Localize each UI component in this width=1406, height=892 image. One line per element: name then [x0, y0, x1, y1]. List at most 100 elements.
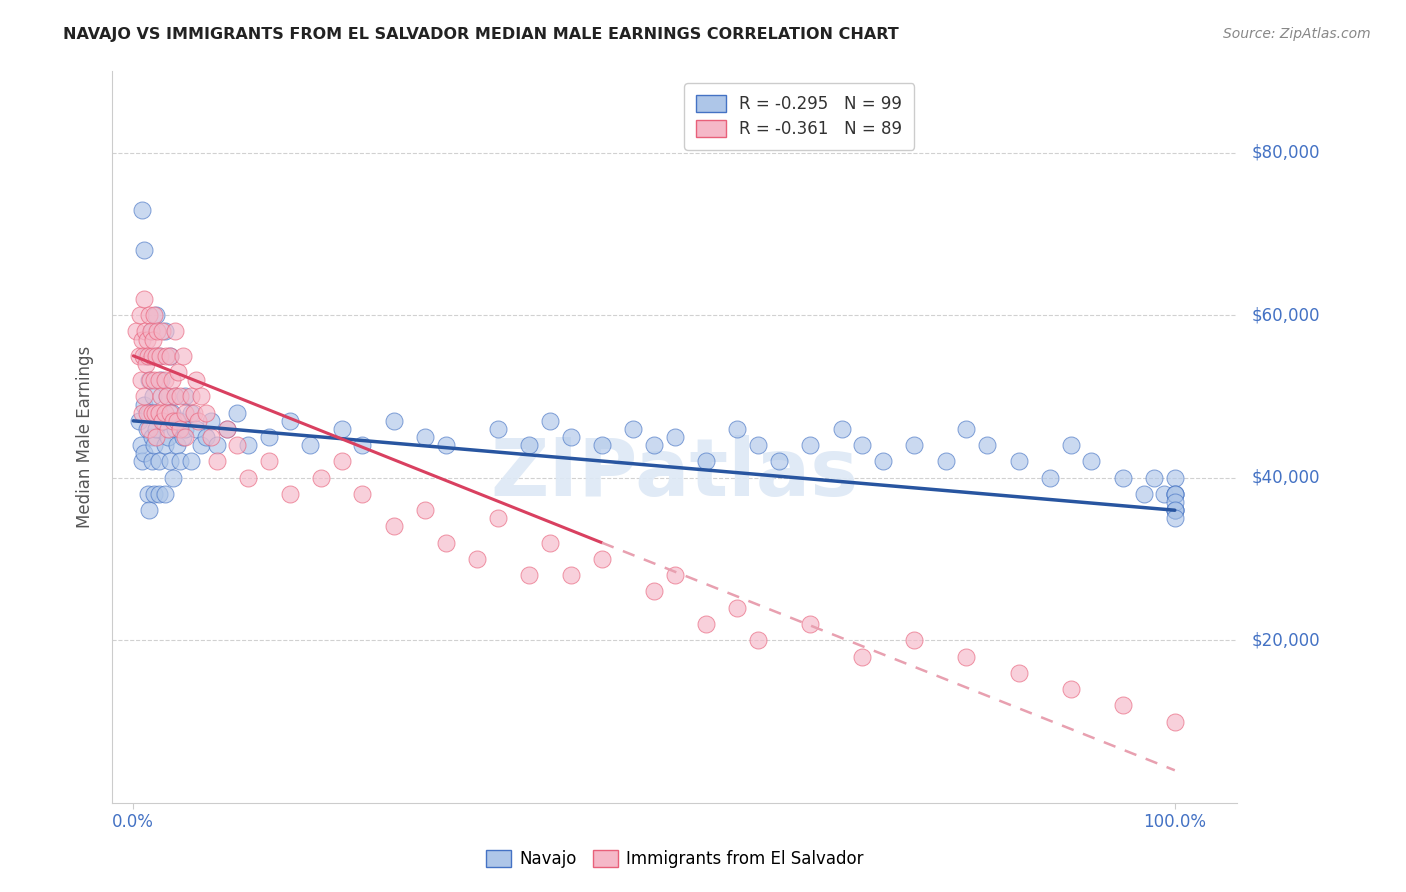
Point [872, 454, 894, 468]
Point [136, 349, 159, 363]
Point [153, 406, 176, 420]
Point [129, 373, 152, 387]
Point [768, 454, 790, 468]
Point [132, 389, 155, 403]
Point [1164, 511, 1187, 525]
Point [152, 414, 174, 428]
Point [955, 422, 977, 436]
Point [172, 430, 194, 444]
Point [146, 325, 169, 339]
Point [643, 584, 665, 599]
Point [643, 438, 665, 452]
Point [141, 406, 163, 420]
Point [903, 633, 925, 648]
Point [163, 325, 186, 339]
Point [174, 422, 197, 436]
Point [156, 389, 179, 403]
Point [195, 430, 218, 444]
Point [1164, 487, 1187, 501]
Point [156, 422, 179, 436]
Point [413, 503, 436, 517]
Point [174, 406, 197, 420]
Point [139, 325, 162, 339]
Point [138, 308, 160, 322]
Point [166, 438, 188, 452]
Point [486, 422, 509, 436]
Point [1007, 454, 1029, 468]
Point [831, 422, 853, 436]
Point [159, 406, 181, 420]
Point [162, 471, 184, 485]
Point [155, 349, 177, 363]
Point [517, 568, 540, 582]
Point [148, 487, 170, 501]
Point [1112, 698, 1135, 713]
Point [132, 398, 155, 412]
Point [486, 511, 509, 525]
Point [851, 438, 873, 452]
Point [180, 406, 202, 420]
Point [148, 406, 170, 420]
Point [257, 454, 280, 468]
Text: $20,000: $20,000 [1251, 632, 1320, 649]
Point [153, 373, 176, 387]
Point [142, 389, 165, 403]
Point [725, 600, 748, 615]
Point [190, 389, 212, 403]
Point [309, 471, 332, 485]
Point [695, 454, 717, 468]
Point [190, 438, 212, 452]
Text: $40,000: $40,000 [1251, 468, 1320, 487]
Point [747, 438, 769, 452]
Point [132, 446, 155, 460]
Point [169, 389, 191, 403]
Point [1059, 438, 1081, 452]
Point [1080, 454, 1102, 468]
Point [747, 633, 769, 648]
Point [180, 389, 202, 403]
Point [976, 438, 998, 452]
Point [174, 389, 197, 403]
Point [136, 487, 159, 501]
Point [160, 406, 183, 420]
Point [132, 292, 155, 306]
Point [465, 552, 488, 566]
Point [131, 454, 153, 468]
Point [187, 414, 209, 428]
Point [851, 649, 873, 664]
Point [128, 349, 150, 363]
Point [152, 325, 174, 339]
Point [1164, 495, 1187, 509]
Point [156, 430, 179, 444]
Point [195, 406, 218, 420]
Point [560, 568, 582, 582]
Point [180, 454, 202, 468]
Text: $60,000: $60,000 [1251, 306, 1320, 324]
Point [200, 430, 222, 444]
Point [695, 617, 717, 632]
Point [135, 349, 157, 363]
Point [1143, 471, 1166, 485]
Point [131, 349, 153, 363]
Point [139, 325, 162, 339]
Point [132, 243, 155, 257]
Point [183, 406, 205, 420]
Point [382, 519, 405, 533]
Point [131, 333, 153, 347]
Point [138, 422, 160, 436]
Point [1132, 487, 1154, 501]
Point [145, 430, 167, 444]
Legend: Navajo, Immigrants from El Salvador: Navajo, Immigrants from El Salvador [479, 843, 870, 875]
Point [352, 438, 374, 452]
Point [135, 357, 157, 371]
Point [162, 414, 184, 428]
Point [141, 349, 163, 363]
Point [517, 438, 540, 452]
Point [131, 406, 153, 420]
Point [150, 389, 173, 403]
Point [148, 349, 170, 363]
Point [135, 406, 157, 420]
Point [125, 325, 148, 339]
Point [200, 414, 222, 428]
Point [538, 535, 561, 549]
